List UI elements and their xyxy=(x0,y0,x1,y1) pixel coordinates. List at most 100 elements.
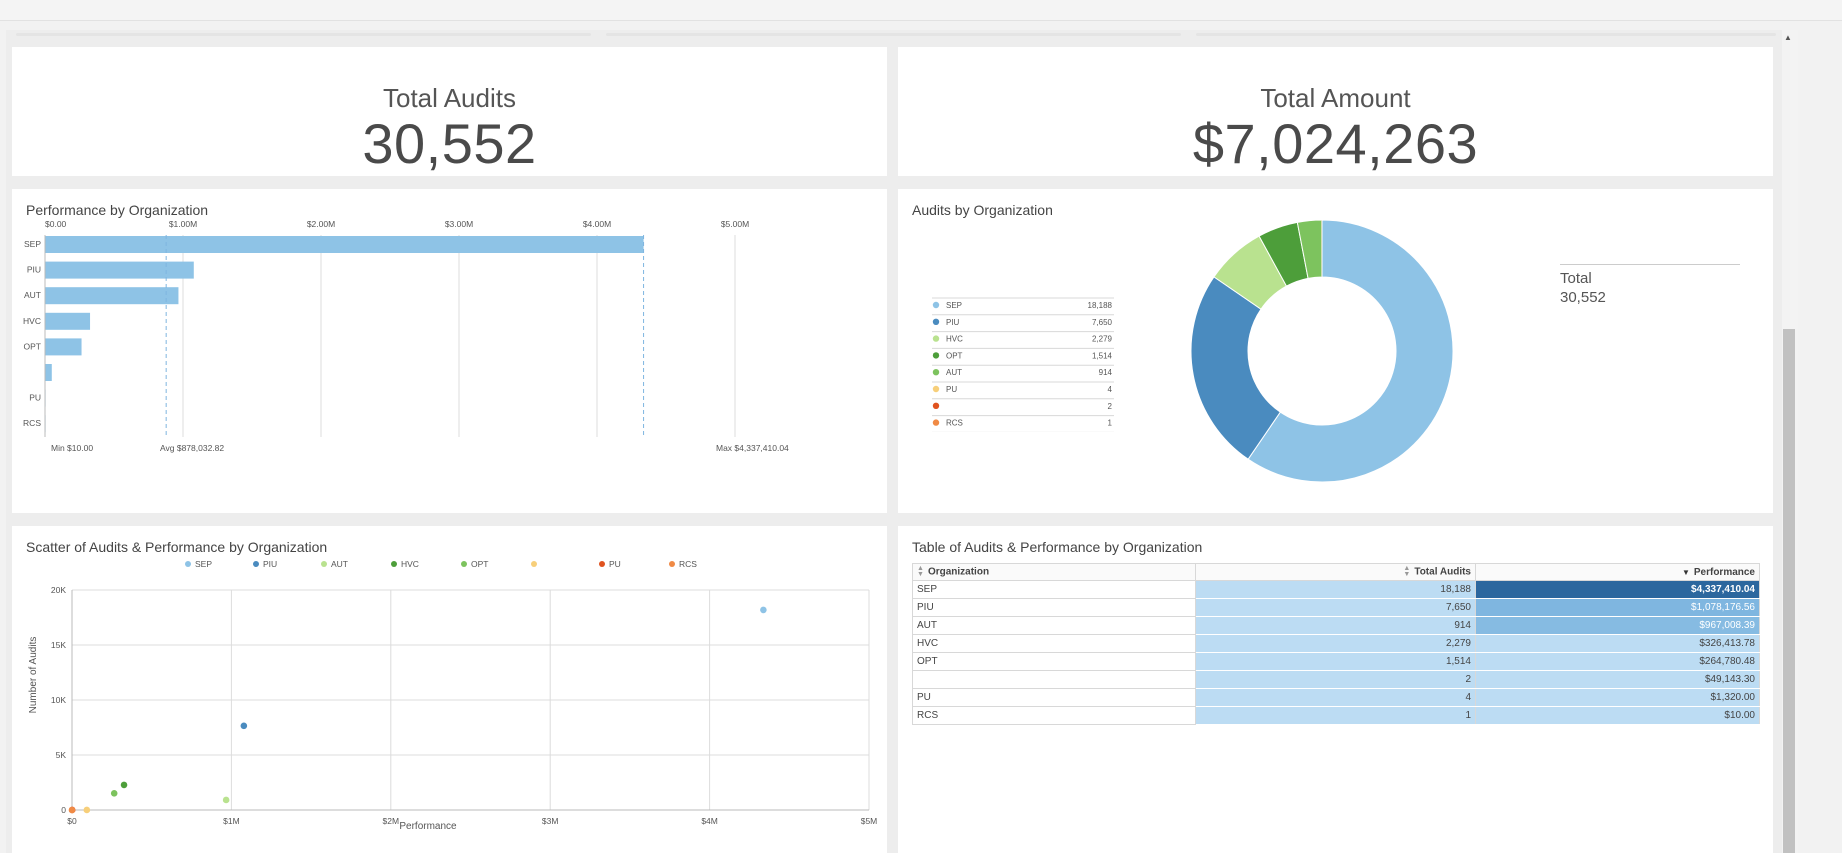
table-row[interactable]: AUT 914 $967,008.39 xyxy=(912,616,1760,635)
panel-tab-strip xyxy=(6,30,1798,46)
cell-organization: RCS xyxy=(912,706,1196,725)
scatter-legend-item[interactable] xyxy=(531,561,537,567)
scatter-legend-item[interactable]: PU xyxy=(599,559,621,569)
scatter-x-tick-label: $5M xyxy=(861,816,878,826)
table-row[interactable]: PIU 7,650 $1,078,176.56 xyxy=(912,598,1760,617)
scatter-legend-item[interactable]: PIU xyxy=(253,559,277,569)
scatter-legend-item[interactable]: HVC xyxy=(391,559,419,569)
performance-bar-chart: Min $10.00 Avg $878,032.82 Max $4,337,41… xyxy=(23,219,789,453)
cell-performance: $967,008.39 xyxy=(1475,616,1760,635)
cell-total-audits: 2 xyxy=(1195,670,1476,689)
audits-donut-panel[interactable]: Audits by Organization SEP 18,188 PIU 7,650… xyxy=(898,189,1773,513)
sort-descending-icon[interactable]: ▼ xyxy=(1681,567,1690,577)
donut-legend-item[interactable]: OPT 1,514 xyxy=(932,347,1114,360)
donut-slice[interactable] xyxy=(1296,219,1323,279)
cell-performance: $10.00 xyxy=(1475,706,1760,725)
bar-x-tick-label: $4.00M xyxy=(583,219,611,229)
bar[interactable] xyxy=(45,364,52,381)
sort-icon[interactable]: ▲ ▼ xyxy=(1403,565,1411,578)
scatter-y-axis-label: Number of Audits xyxy=(28,637,39,714)
total-amount-title: Total Amount xyxy=(1260,83,1411,113)
table-panel[interactable]: Table of Audits & Performance by Organiz… xyxy=(898,526,1773,853)
table-row[interactable]: 2 $49,143.30 xyxy=(912,670,1760,689)
donut-legend-item[interactable]: PIU 7,650 xyxy=(932,314,1114,327)
scatter-y-tick-label: 0 xyxy=(61,805,66,815)
scatter-point[interactable] xyxy=(760,606,767,614)
legend-swatch xyxy=(932,369,940,376)
table-title: Table of Audits & Performance by Organiz… xyxy=(912,539,1203,555)
scatter-y-tick-label: 15K xyxy=(51,640,66,650)
cell-performance: $326,413.78 xyxy=(1475,634,1760,653)
cell-total-audits: 2,279 xyxy=(1195,634,1476,653)
scatter-point[interactable] xyxy=(110,790,118,797)
performance-bar-panel[interactable]: Performance by Organization Min $10.00 A… xyxy=(12,189,887,513)
donut-slice[interactable] xyxy=(1247,219,1454,483)
donut-slice[interactable] xyxy=(1190,276,1281,460)
scatter-point[interactable] xyxy=(240,722,248,730)
table-row[interactable]: OPT 1,514 $264,780.48 xyxy=(912,652,1760,671)
donut-legend-item[interactable]: SEP 18,188 xyxy=(932,297,1114,310)
scatter-point[interactable] xyxy=(68,806,76,814)
column-header-total-audits[interactable]: ▲ ▼ Total Audits xyxy=(1195,563,1476,581)
cell-organization: AUT xyxy=(912,616,1196,635)
cell-organization xyxy=(912,670,1196,689)
scatter-legend-item[interactable]: OPT xyxy=(461,559,488,569)
total-amount-value: $7,024,263 xyxy=(1192,112,1479,175)
bar-category-label: SEP xyxy=(24,239,41,249)
scatter-panel[interactable]: Scatter of Audits & Performance by Organ… xyxy=(12,526,887,853)
bar-x-tick-label: $3.00M xyxy=(445,219,473,229)
dashboard-canvas: Total Audits 30,552 Total Amount $7,024,… xyxy=(6,30,1798,853)
legend-swatch xyxy=(531,561,537,567)
donut-legend-item[interactable]: RCS 1 xyxy=(932,415,1114,428)
donut-total-divider xyxy=(1560,264,1740,265)
column-header-performance[interactable]: ▼ Performance xyxy=(1475,563,1760,581)
top-bar xyxy=(0,0,1842,21)
audits-performance-table: ▲ ▼ Organization ▲ ▼ Total Audits ▼ Performan… xyxy=(912,563,1760,725)
bar[interactable] xyxy=(45,338,82,356)
table-row[interactable]: PU 4 $1,320.00 xyxy=(912,688,1760,707)
legend-swatch xyxy=(253,561,259,567)
donut-legend-item[interactable]: AUT 914 xyxy=(932,364,1114,377)
bar[interactable] xyxy=(45,236,644,253)
bar[interactable] xyxy=(45,287,179,305)
bar[interactable] xyxy=(45,261,194,279)
bar-x-tick-label: $2.00M xyxy=(307,219,335,229)
scroll-up-arrow-icon[interactable]: ▲ xyxy=(1784,33,1792,42)
legend-swatch xyxy=(391,561,397,567)
bar-avg-label: Avg $878,032.82 xyxy=(160,443,224,453)
sort-icon[interactable]: ▲ ▼ xyxy=(917,565,924,578)
donut-total-label: Total xyxy=(1560,270,1592,287)
donut-legend: SEP 18,188 PIU 7,650 HVC 2,279 OPT 1,514 AUT 914 P… xyxy=(932,297,1114,432)
column-header-organization[interactable]: ▲ ▼ Organization xyxy=(912,563,1196,581)
scatter-y-tick-label: 10K xyxy=(51,695,66,705)
total-audits-panel[interactable]: Total Audits 30,552 xyxy=(12,47,887,176)
donut-legend-item[interactable]: PU 4 xyxy=(932,381,1114,394)
bar[interactable] xyxy=(45,312,91,330)
total-amount-panel[interactable]: Total Amount $7,024,263 xyxy=(898,47,1773,176)
legend-swatch xyxy=(932,385,940,393)
bar-max-label: Max $4,337,410.04 xyxy=(716,443,789,453)
scatter-point[interactable] xyxy=(222,796,230,804)
legend-label: OPT xyxy=(946,351,963,360)
table-row[interactable]: SEP 18,188 $4,337,410.04 xyxy=(912,580,1760,599)
legend-label: PU xyxy=(609,559,621,569)
scatter-legend-item[interactable]: RCS xyxy=(669,559,697,569)
cell-performance: $49,143.30 xyxy=(1475,670,1760,689)
scrollbar-thumb[interactable] xyxy=(1783,329,1795,853)
bar-x-tick-label: $1.00M xyxy=(169,219,197,229)
scatter-legend-item[interactable]: AUT xyxy=(321,559,348,569)
table-row[interactable]: HVC 2,279 $326,413.78 xyxy=(912,634,1760,653)
scatter-legend-item[interactable]: SEP xyxy=(185,559,212,569)
donut-legend-item[interactable]: 2 xyxy=(932,398,1114,411)
cell-performance: $1,078,176.56 xyxy=(1475,598,1760,617)
donut-legend-item[interactable]: HVC 2,279 xyxy=(932,331,1114,344)
scatter-x-tick-label: $1M xyxy=(223,816,240,826)
cell-total-audits: 7,650 xyxy=(1195,598,1476,617)
scatter-point[interactable] xyxy=(120,781,128,789)
legend-label: AUT xyxy=(331,559,348,569)
legend-label: HVC xyxy=(401,559,419,569)
scatter-point[interactable] xyxy=(83,806,91,814)
table-row[interactable]: RCS 1 $10.00 xyxy=(912,706,1760,725)
scatter-y-tick-label: 5K xyxy=(56,750,67,760)
bar-category-label: PU xyxy=(29,393,41,403)
